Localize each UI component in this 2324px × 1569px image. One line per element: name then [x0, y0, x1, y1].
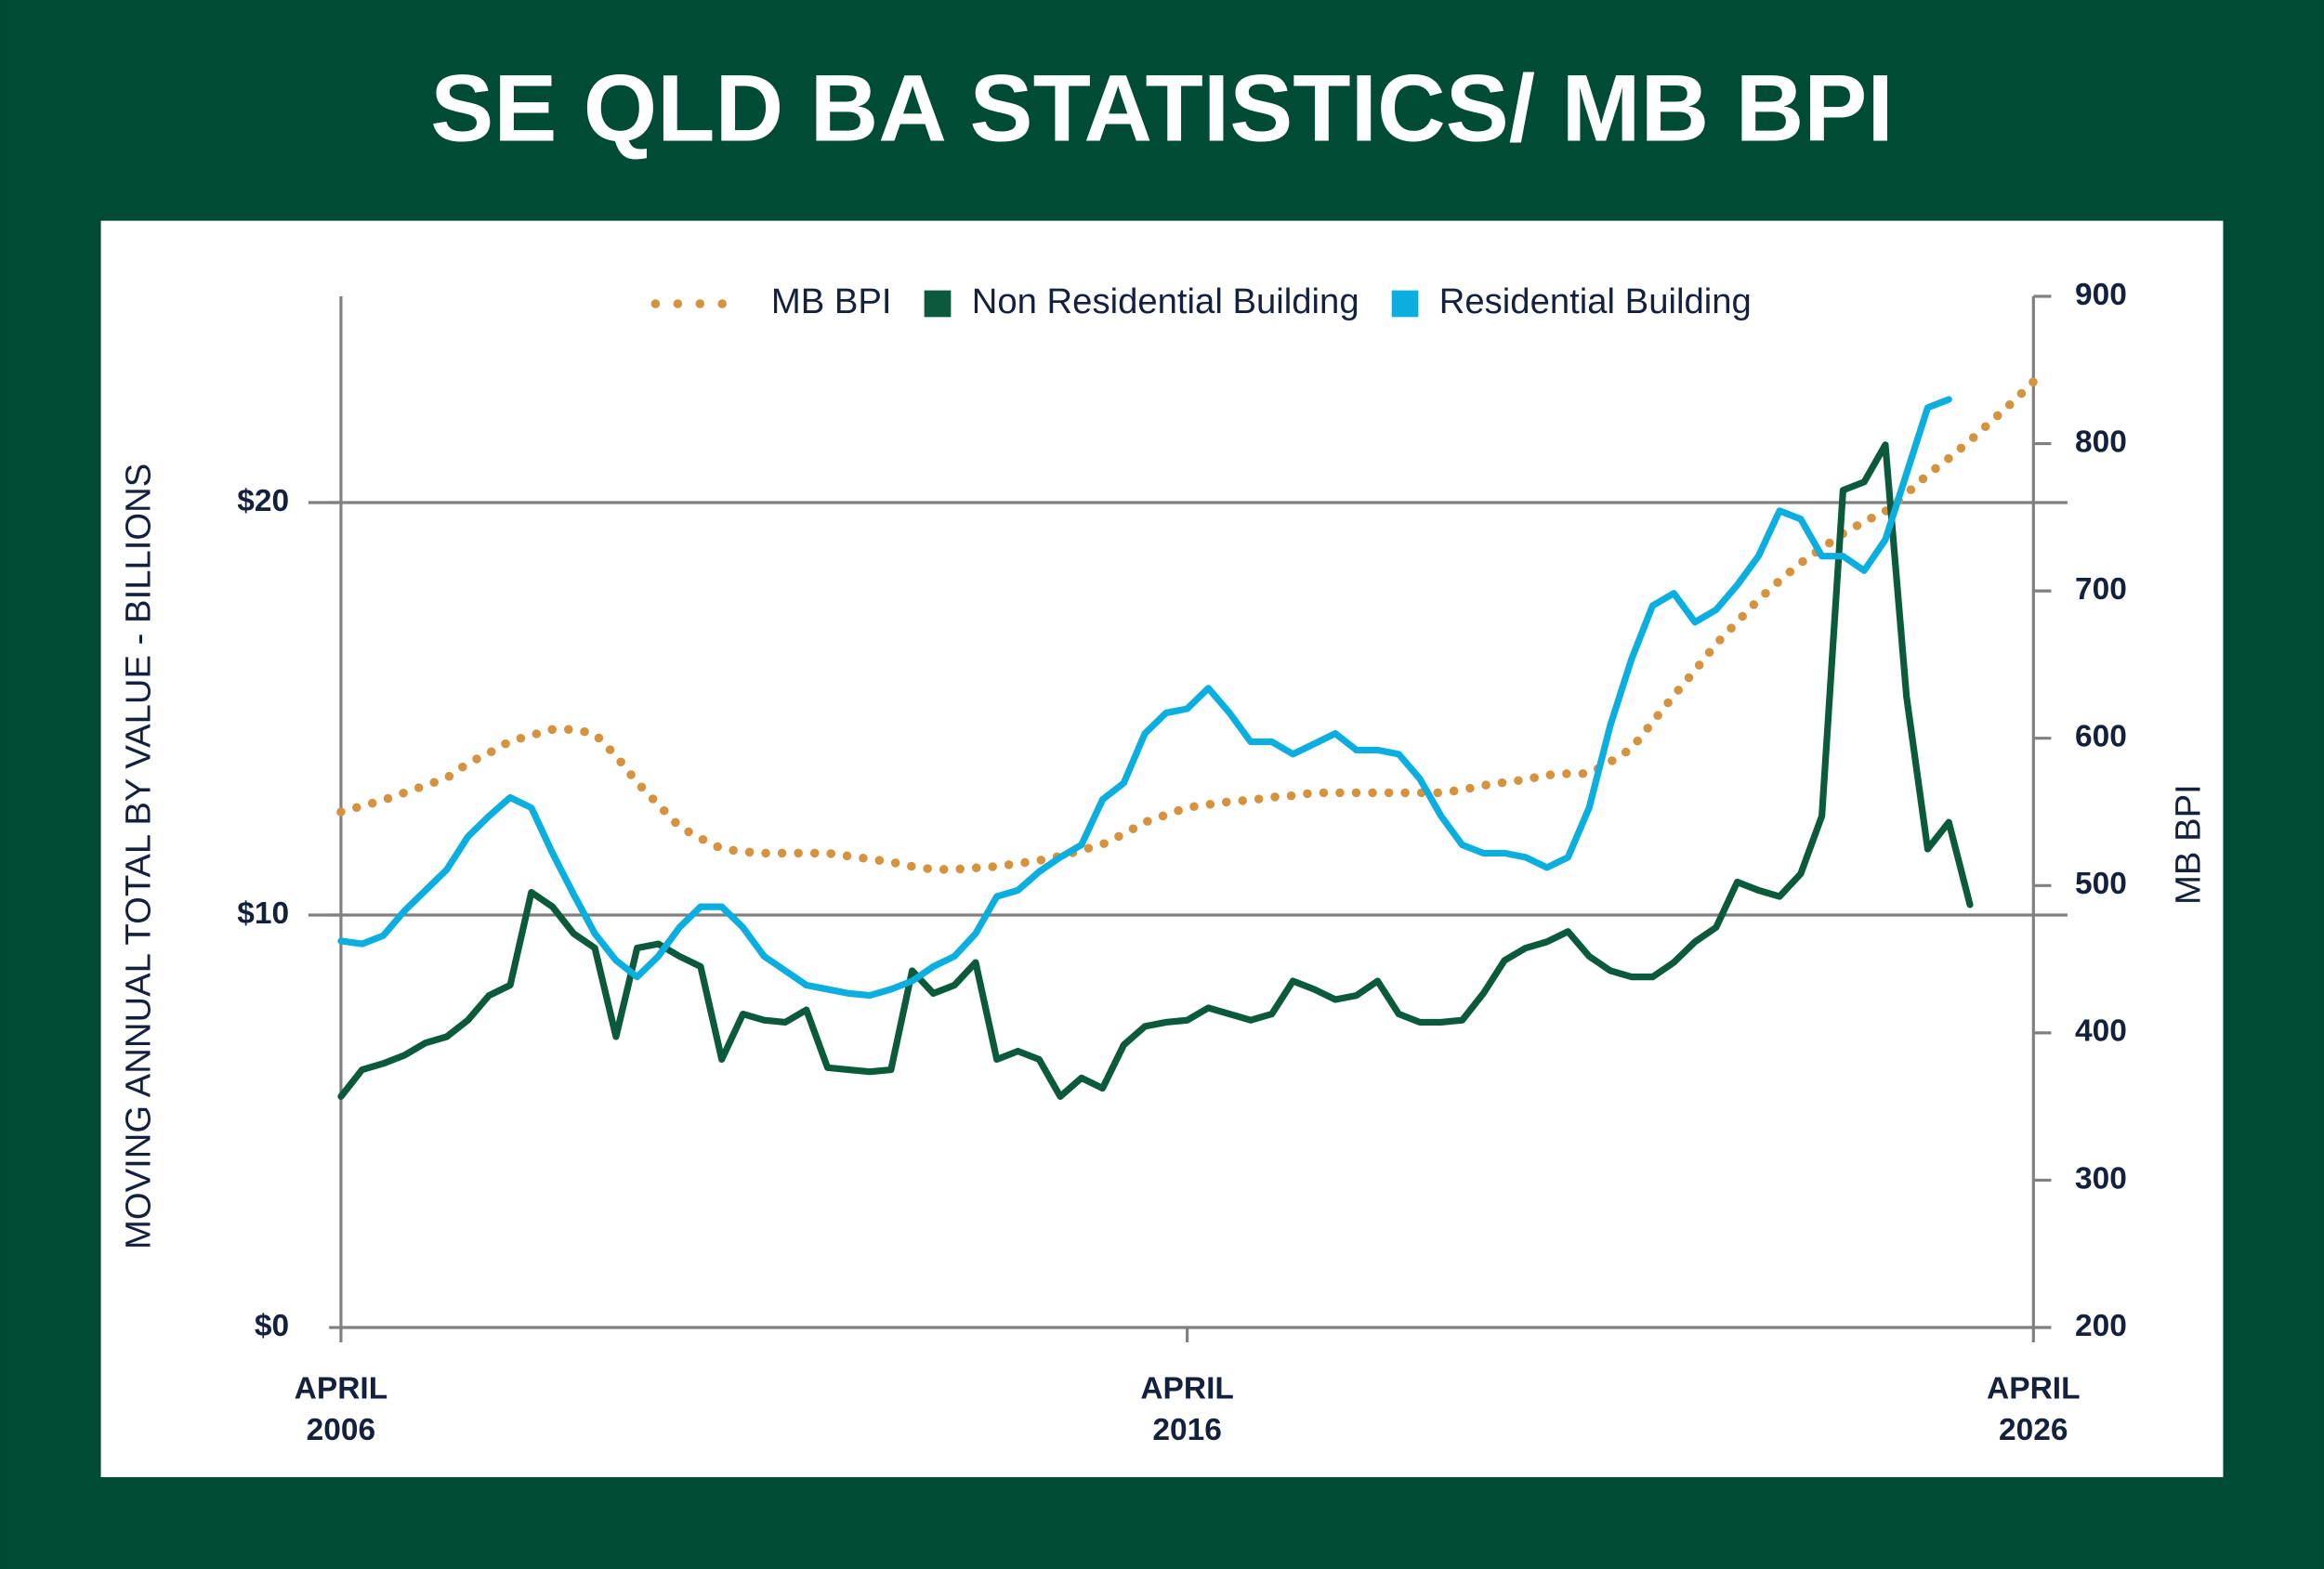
- x-tick-label: APRIL 2016: [1140, 1371, 1234, 1448]
- y2-tick-label: 800: [2075, 425, 2127, 459]
- x-tick-label: APRIL 2026: [1987, 1371, 2081, 1448]
- x-tick-label-box: APRIL 2026: [1987, 1371, 2081, 1448]
- y-axis-label: MOVING ANNUAL TOTAL BY VALUE - BILLIONS: [119, 464, 159, 1249]
- y2-axis-label: MB BPI: [2168, 784, 2208, 905]
- series-line: [336, 377, 2039, 874]
- legend-label: MB BPI: [771, 281, 892, 321]
- y2-tick-label: 600: [2075, 720, 2127, 754]
- y2-tick-label: 400: [2075, 1014, 2127, 1049]
- y2-tick-label: 300: [2075, 1161, 2127, 1196]
- legend-label: Non Residential Building: [972, 281, 1359, 321]
- x-tick-label-box: APRIL 2016: [1140, 1371, 1234, 1448]
- plot-panel: [100, 220, 2224, 1478]
- series-line: [337, 441, 1974, 1100]
- y2-tick-label: 500: [2075, 867, 2127, 901]
- y-tick-label: $20: [237, 484, 289, 518]
- legend-label: Residential Building: [1439, 281, 1752, 321]
- y-tick-label: $10: [237, 896, 289, 931]
- x-tick-label-box: APRIL 2006: [294, 1371, 388, 1448]
- series-line: [337, 396, 1952, 1000]
- y-tick-label: $0: [255, 1309, 289, 1343]
- y2-tick-label: 700: [2075, 572, 2127, 607]
- legend: MB BPI Non Residential Building Residentia…: [650, 281, 1752, 321]
- legend-marker: [924, 290, 952, 318]
- legend-marker: [1391, 290, 1419, 318]
- y2-tick-label: 900: [2075, 278, 2127, 312]
- y2-tick-label: 200: [2075, 1309, 2127, 1343]
- x-tick-label: APRIL 2006: [294, 1371, 388, 1448]
- chart-title: SE QLD BA STATISTICS/ MB BPI: [430, 55, 1893, 161]
